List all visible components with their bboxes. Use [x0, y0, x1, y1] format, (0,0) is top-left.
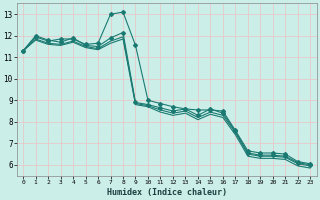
- X-axis label: Humidex (Indice chaleur): Humidex (Indice chaleur): [107, 188, 227, 197]
